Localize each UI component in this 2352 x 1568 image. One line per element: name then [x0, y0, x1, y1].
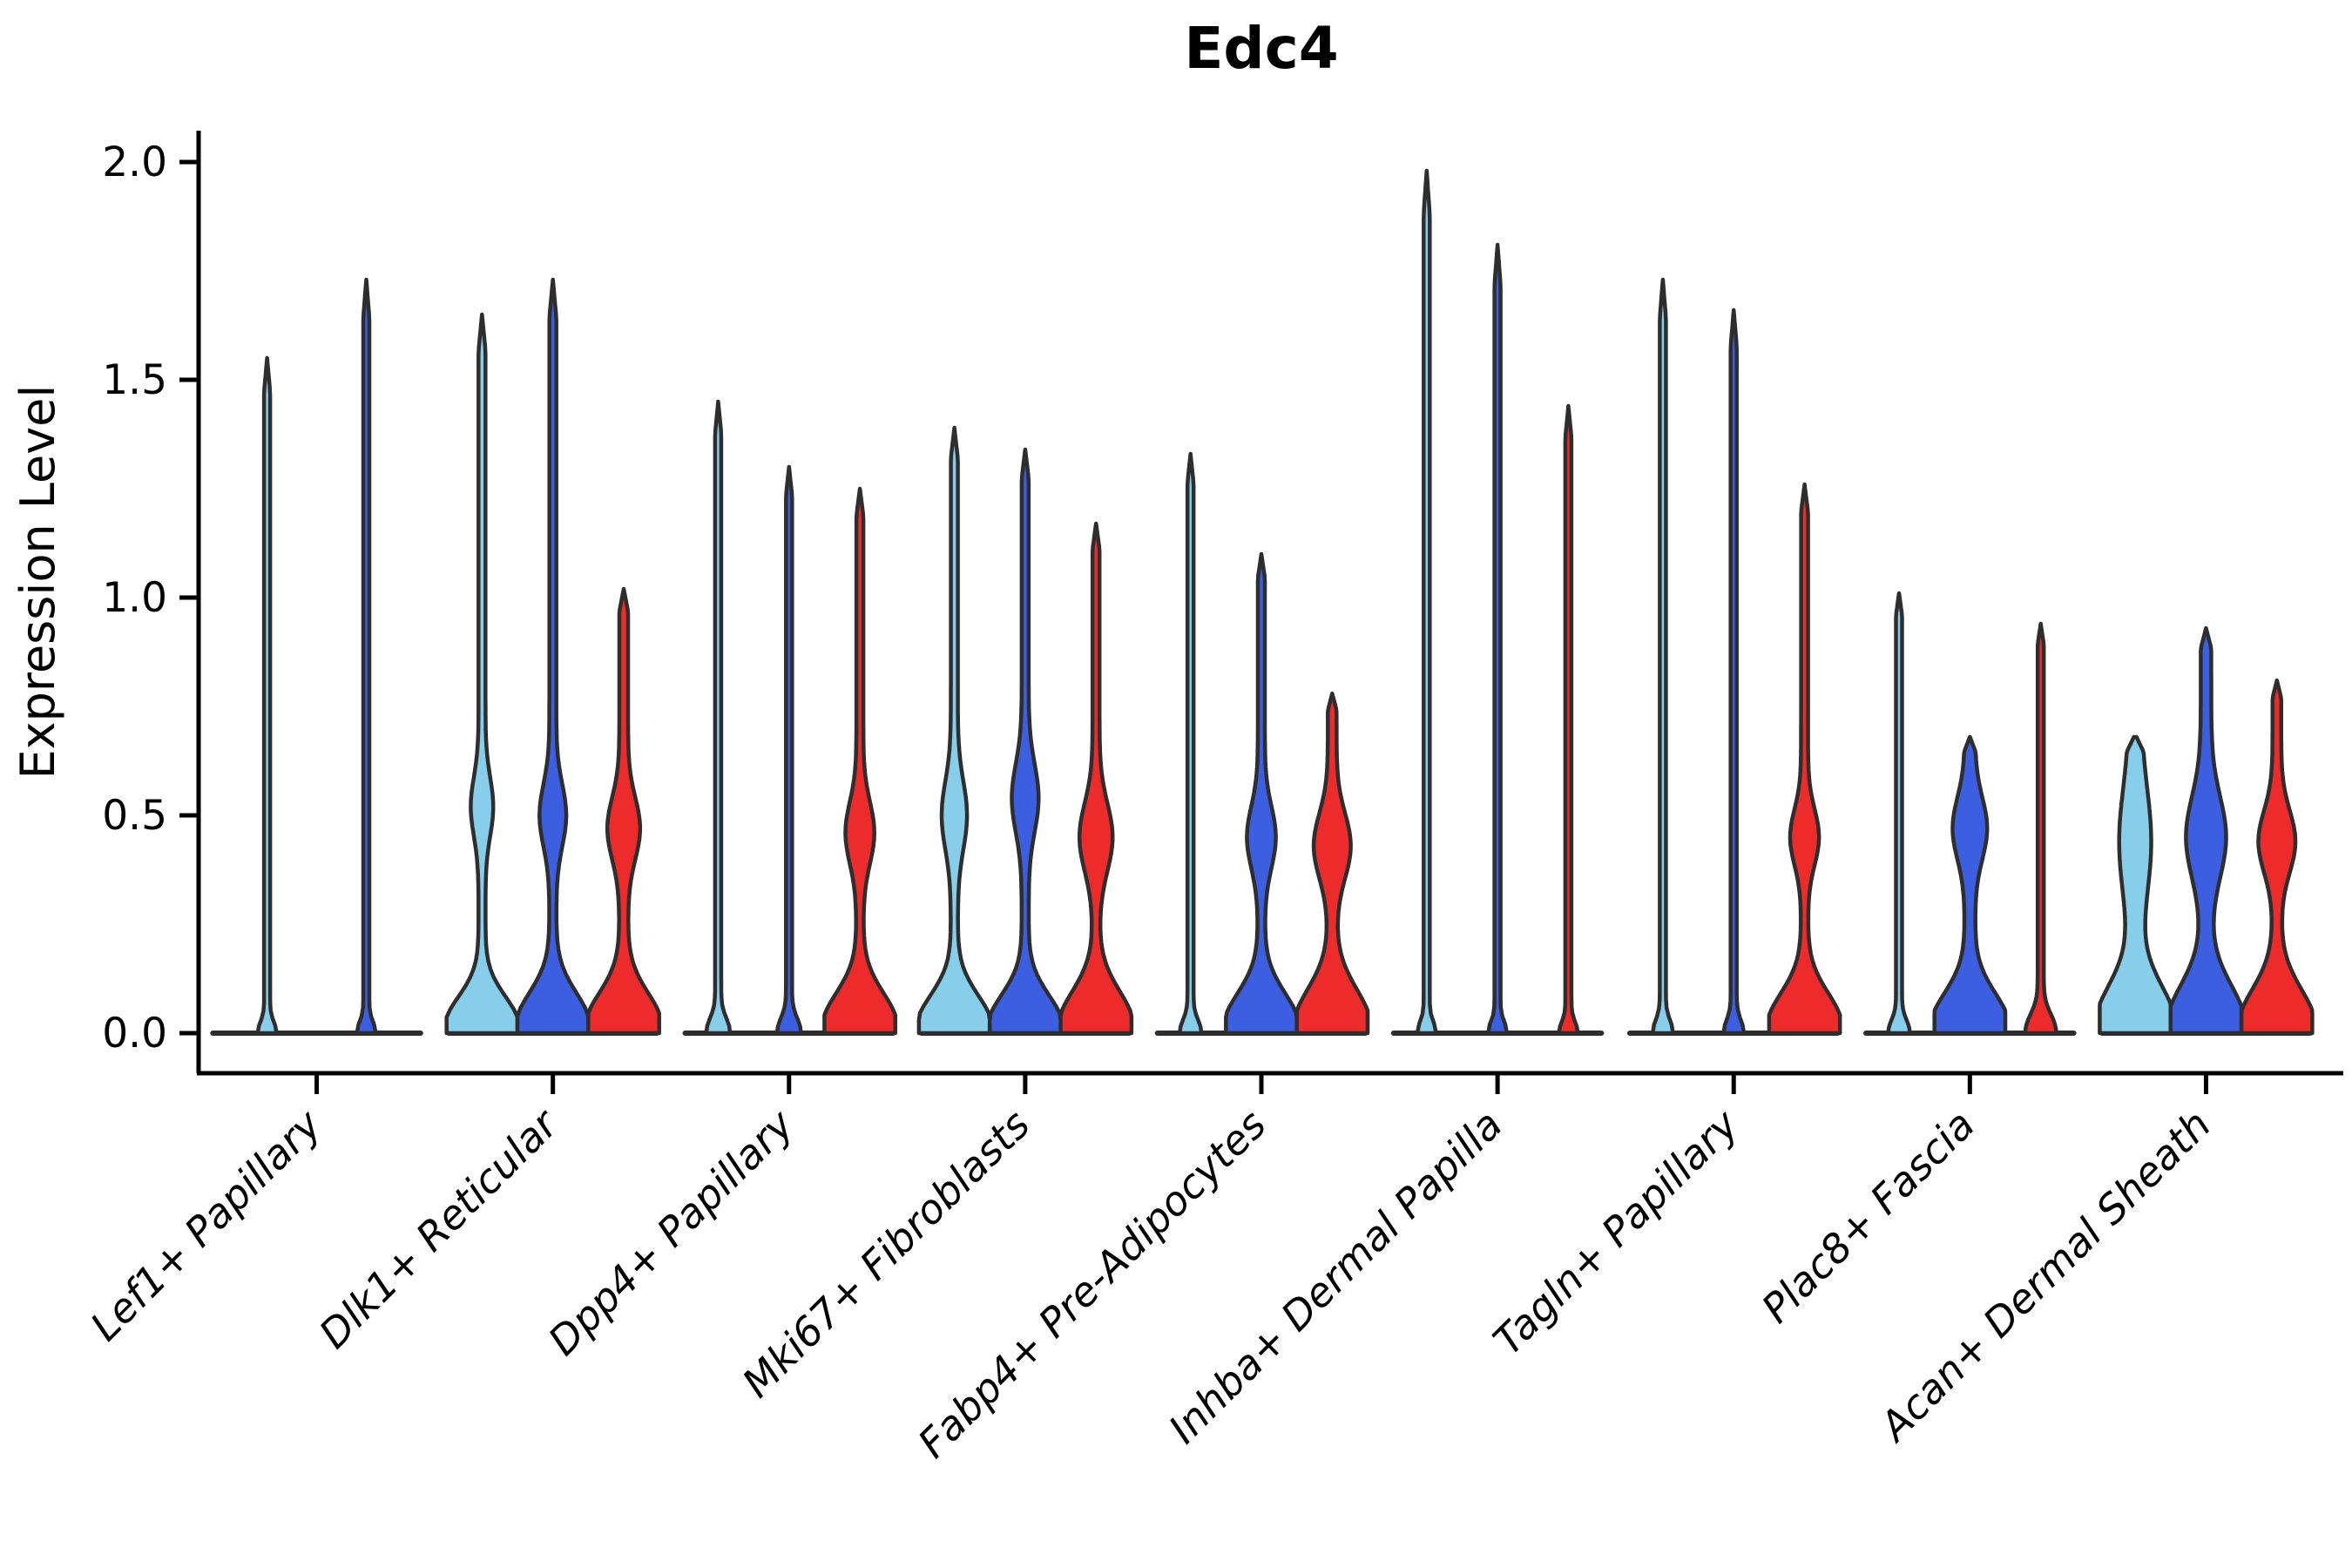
violin-red: [1058, 521, 1134, 1036]
violin-red: [822, 486, 898, 1036]
y-tick-label: 0.5: [102, 792, 167, 840]
violin-blue: [774, 464, 803, 1036]
x-tick-label: Dpp4+ Papillary: [539, 1100, 803, 1364]
chart-title: Edc4: [1184, 15, 1338, 82]
x-tick-label: Lef1+ Papillary: [81, 1100, 330, 1349]
x-tick-label: Dlk1+ Reticular: [310, 1098, 569, 1357]
x-tick-label: Tagln+ Papillary: [1484, 1100, 1748, 1364]
violin-red: [1557, 403, 1580, 1036]
violin-red: [1767, 482, 1842, 1036]
violin-red: [2239, 678, 2315, 1036]
y-axis-label: Expression Level: [10, 385, 65, 780]
violin-red: [1294, 691, 1370, 1036]
y-tick-label: 0.0: [102, 1010, 167, 1058]
y-tick-label: 1.0: [102, 574, 167, 622]
violin-blue: [1721, 308, 1747, 1036]
violin-lightblue: [704, 399, 733, 1036]
violin-lightblue: [444, 312, 520, 1036]
violin-red: [586, 586, 661, 1036]
violin-blue: [515, 277, 591, 1036]
violin-lightblue: [916, 425, 992, 1036]
y-tick-label: 1.5: [102, 356, 167, 404]
violin-blue: [1932, 734, 2008, 1036]
violin-blue: [1486, 242, 1510, 1036]
violin-red: [2023, 621, 2058, 1036]
violin-lightblue: [255, 355, 279, 1036]
violin-blue: [987, 447, 1063, 1036]
violin-blue: [1224, 551, 1299, 1036]
violin-lightblue: [1886, 591, 1912, 1036]
violin-blue: [355, 277, 378, 1036]
violin-lightblue: [1415, 168, 1438, 1036]
y-tick-label: 2.0: [102, 139, 167, 186]
x-tick-label: Plac8+ Fascia: [1753, 1101, 1984, 1332]
violin-blue: [2168, 625, 2244, 1036]
violin-lightblue: [1651, 277, 1675, 1036]
violin-lightblue: [1177, 451, 1204, 1036]
violin-lightblue: [2098, 734, 2173, 1036]
